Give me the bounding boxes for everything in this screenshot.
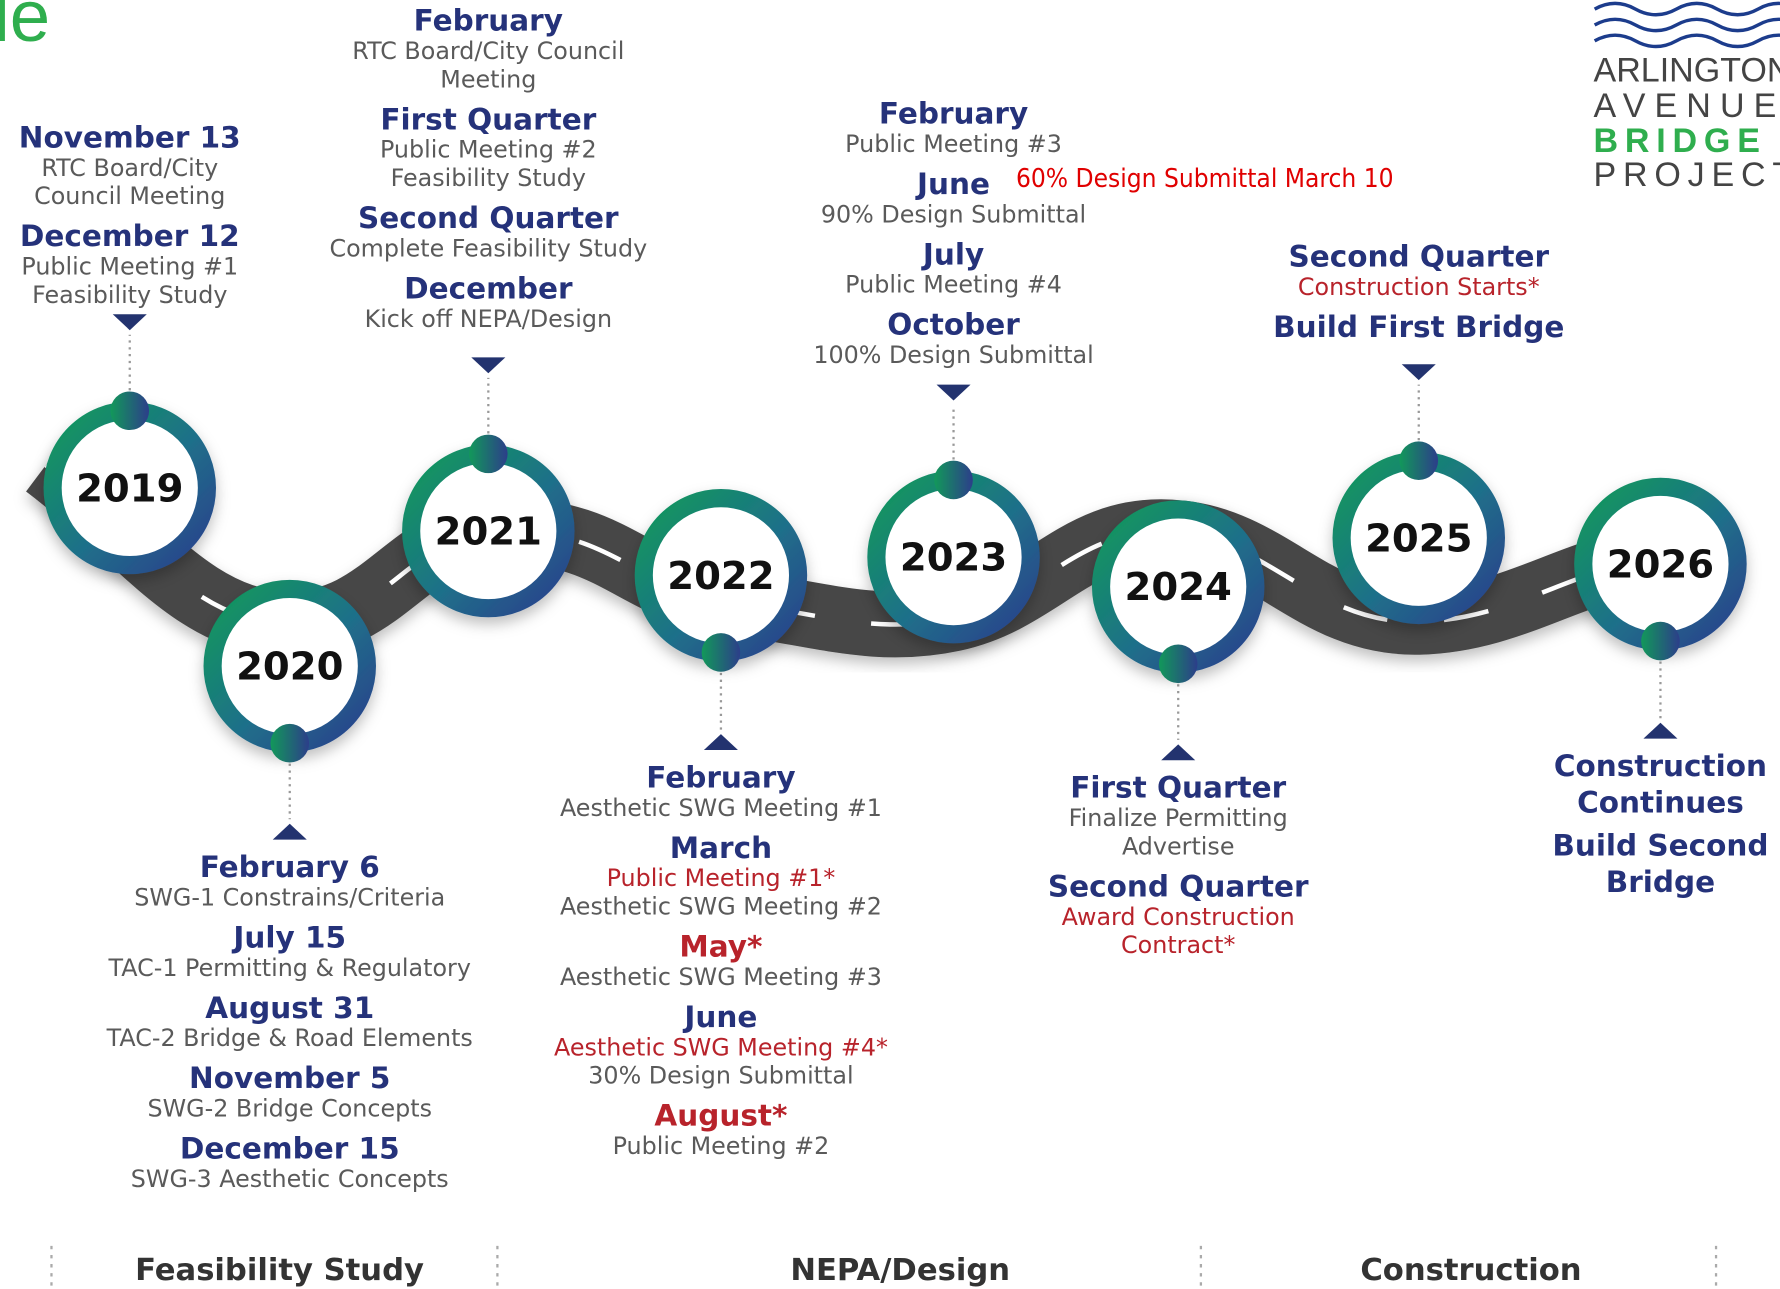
entry-heading: Bridge — [1606, 865, 1715, 899]
logo-text: PROJECT — [1594, 156, 1780, 194]
connector-dot — [934, 461, 973, 500]
entry-heading: August* — [654, 1099, 787, 1133]
logo-text: ARLINGTON — [1594, 52, 1780, 90]
entry-line: SWG-1 Constrains/Criteria — [134, 883, 445, 911]
entry-line: Public Meeting #3 — [845, 130, 1062, 158]
year-label: 2025 — [1365, 516, 1472, 561]
pointer — [1643, 723, 1677, 739]
phase-label: Feasibility Study — [135, 1253, 424, 1288]
logo — [1595, 3, 1780, 46]
connector-dot — [702, 633, 741, 672]
entry-heading: February — [646, 760, 795, 794]
entry-heading: May* — [679, 930, 762, 964]
entry-line: SWG-2 Bridge Concepts — [147, 1095, 432, 1123]
connector-dot — [110, 391, 149, 430]
year-label: 2023 — [900, 536, 1007, 581]
entry-line: Aesthetic SWG Meeting #4* — [554, 1033, 888, 1061]
entry-line: Public Meeting #2 — [380, 136, 597, 164]
entry-heading: March — [670, 831, 772, 865]
entry-line: Public Meeting #1 — [21, 253, 238, 281]
entry-line: Kick off NEPA/Design — [365, 305, 612, 333]
entry-line: RTC Board/City Council — [352, 37, 624, 65]
entry-line: Meeting — [440, 65, 536, 93]
entry-line: TAC-2 Bridge & Road Elements — [106, 1024, 473, 1052]
logo-waves — [1595, 3, 1780, 46]
pointer — [704, 734, 738, 750]
entry-heading: Build First Bridge — [1273, 310, 1564, 344]
connector-dot — [270, 724, 309, 763]
phase-label: NEPA/Design — [790, 1253, 1010, 1288]
entry-heading: November 13 — [19, 121, 241, 155]
entry-line: 100% Design Submittal — [813, 341, 1093, 369]
year-label: 2021 — [435, 510, 542, 555]
entry-heading: Second Quarter — [1288, 240, 1549, 274]
entry-line: 30% Design Submittal — [588, 1062, 853, 1090]
connector-dot — [469, 435, 508, 474]
entry-heading: November 5 — [189, 1061, 390, 1095]
entry-line: Contract* — [1121, 931, 1235, 959]
corner-text: le — [0, 0, 50, 57]
entry-heading: Second Quarter — [1048, 869, 1309, 903]
entry-line: Award Construction — [1062, 903, 1295, 931]
timeline: le 60% Design Submittal March 10 ARLINGT… — [0, 0, 1780, 1289]
entry-line: SWG-3 Aesthetic Concepts — [131, 1165, 449, 1193]
entry-line: TAC-1 Permitting & Regulatory — [108, 954, 471, 982]
entry-heading: First Quarter — [380, 102, 596, 136]
logo-text: BRIDGE — [1594, 122, 1767, 160]
logo-text: AVENUE — [1594, 87, 1780, 125]
entry-heading: February — [414, 4, 563, 38]
page: le 60% Design Submittal March 10 ARLINGT… — [0, 0, 1780, 1289]
entry-line: Feasibility Study — [391, 164, 586, 192]
entry-heading: February — [879, 97, 1028, 131]
pointer — [937, 385, 971, 401]
pointer — [1161, 744, 1195, 760]
entry-heading: December — [404, 271, 573, 305]
entry-line: Council Meeting — [34, 182, 225, 210]
entry-heading: August 31 — [205, 991, 374, 1025]
entry-heading: February 6 — [200, 850, 380, 884]
pointer — [1402, 364, 1436, 380]
entry-heading: Build Second — [1552, 829, 1768, 863]
entry-line: Feasibility Study — [32, 281, 227, 309]
entry-line: Construction Starts* — [1298, 273, 1540, 301]
entry-line: Aesthetic SWG Meeting #2 — [560, 893, 882, 921]
connector-dot — [1641, 622, 1680, 661]
pointer — [471, 357, 505, 373]
year-label: 2019 — [76, 467, 183, 512]
entry-heading: October — [887, 308, 1020, 342]
entry-heading: July — [921, 237, 984, 271]
entry-line: Aesthetic SWG Meeting #3 — [560, 963, 882, 991]
year-label: 2024 — [1125, 565, 1232, 610]
year-label: 2022 — [667, 554, 774, 599]
entry-heading: July 15 — [231, 920, 346, 954]
entry-heading: December 15 — [180, 1132, 400, 1166]
entry-heading: June — [682, 1000, 757, 1034]
entry-line: Public Meeting #1* — [607, 864, 836, 892]
entry-heading: Second Quarter — [358, 201, 619, 235]
entry-line: Advertise — [1122, 832, 1235, 860]
phase-label: Construction — [1360, 1253, 1581, 1288]
entry-line: Public Meeting #2 — [613, 1132, 830, 1160]
note: 60% Design Submittal March 10 — [1016, 164, 1394, 194]
entry-heading: Continues — [1577, 785, 1744, 819]
entry-heading: June — [915, 167, 990, 201]
entry-line: Aesthetic SWG Meeting #1 — [560, 794, 882, 822]
entry-line: Complete Feasibility Study — [329, 234, 647, 262]
connector-dot — [1399, 441, 1438, 480]
connector-dot — [1159, 645, 1198, 684]
year-label: 2020 — [236, 645, 343, 690]
pointer — [113, 314, 147, 330]
entry-heading: First Quarter — [1070, 771, 1286, 805]
entry-line: Public Meeting #4 — [845, 271, 1062, 299]
pointer — [273, 824, 307, 840]
entry-line: RTC Board/City — [41, 154, 218, 182]
entry-line: 90% Design Submittal — [821, 200, 1086, 228]
entry-heading: Construction — [1554, 749, 1767, 783]
entry-heading: December 12 — [20, 219, 240, 253]
entry-line: Finalize Permitting — [1069, 804, 1288, 832]
year-label: 2026 — [1607, 543, 1714, 588]
